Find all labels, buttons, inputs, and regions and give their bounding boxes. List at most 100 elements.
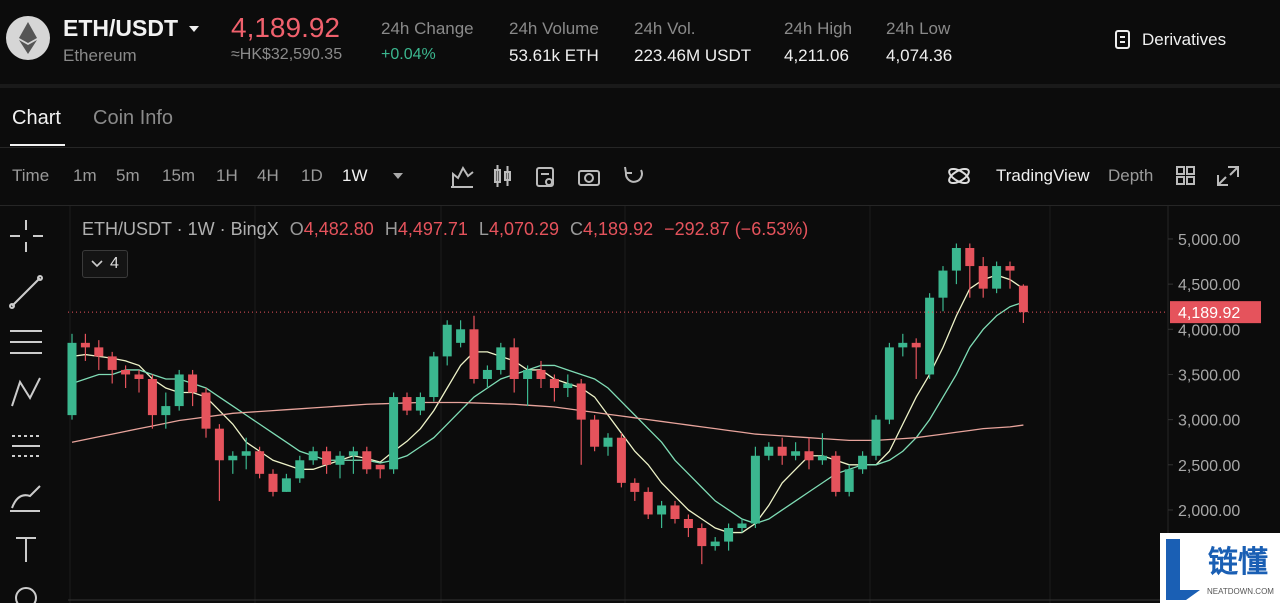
y-tick-label: 2,500.00 xyxy=(1178,458,1240,475)
interval[interactable]: 5m xyxy=(116,166,140,185)
candle-body xyxy=(965,248,975,267)
chart-legend: ETH/USDT · 1W · BingX O4,482.80 H4,497.7… xyxy=(82,219,808,240)
candle-body xyxy=(911,342,921,348)
legend-l: L xyxy=(478,219,489,239)
tab[interactable]: Coin Info xyxy=(93,107,174,129)
indicator-count: 4 xyxy=(110,255,119,272)
candle-body xyxy=(804,451,814,461)
candle-body xyxy=(201,392,211,429)
derivatives[interactable]: Derivatives xyxy=(1142,30,1227,49)
indicator-toggle[interactable]: 4 xyxy=(82,250,128,278)
watermark-logo xyxy=(1166,539,1200,600)
candle-body xyxy=(188,374,198,393)
watermark-site: NEATDOWN.COM xyxy=(1207,587,1274,596)
candle-body xyxy=(630,482,640,492)
interval[interactable]: 1m xyxy=(73,166,97,185)
tradingview[interactable]: TradingView xyxy=(996,166,1090,185)
legend-c: C xyxy=(570,219,584,239)
watermark-brand: 链懂 xyxy=(1208,545,1268,579)
stat-value: 53.61k ETH xyxy=(509,46,599,65)
candle-body xyxy=(348,451,358,456)
y-tick-label: 3,500.00 xyxy=(1178,367,1240,384)
candle-body xyxy=(241,451,251,456)
stat-value: 4,211.06 xyxy=(784,46,849,65)
candle-body xyxy=(134,374,144,379)
candle-body xyxy=(657,505,667,515)
candle-body xyxy=(791,451,801,456)
candle-body xyxy=(898,342,908,348)
interval-active[interactable]: 1W xyxy=(342,166,368,185)
candle-body xyxy=(777,446,787,456)
price-hk: ≈HK$32,590.35 xyxy=(231,46,343,63)
candle-body xyxy=(590,419,600,447)
divider xyxy=(0,147,1280,148)
candle-body xyxy=(724,528,734,542)
candle-body xyxy=(147,378,157,416)
candle-body xyxy=(871,419,881,456)
candle-body xyxy=(523,369,533,379)
candle-body xyxy=(844,469,854,492)
legend-high: 4,497.71 xyxy=(397,219,468,239)
interval[interactable]: 1D xyxy=(301,166,323,185)
legend-o: O xyxy=(289,219,304,239)
candle-body xyxy=(80,342,90,348)
stat-label: 24h Low xyxy=(886,19,951,38)
candle-body xyxy=(978,266,988,289)
candle-body xyxy=(697,528,707,547)
stat-label: 24h High xyxy=(784,19,853,38)
candle-body xyxy=(268,473,278,492)
candle-body xyxy=(536,369,546,379)
candle-body xyxy=(764,446,774,456)
legend-symbol: ETH/USDT · 1W · BingX xyxy=(82,219,279,239)
candle-body xyxy=(174,374,184,407)
legend-low: 4,070.29 xyxy=(488,219,560,239)
candle-body xyxy=(375,464,385,470)
derivatives-icon[interactable] xyxy=(1114,29,1134,51)
divider xyxy=(0,84,1280,88)
legend-h: H xyxy=(384,219,398,239)
toolbar-icons[interactable] xyxy=(445,160,655,192)
candle-body xyxy=(161,406,171,416)
candle-body xyxy=(951,248,961,271)
candle-body xyxy=(214,428,224,461)
candle-body xyxy=(121,369,131,375)
interval-dropdown[interactable] xyxy=(392,171,404,181)
candle-body xyxy=(107,356,117,370)
chart: 2,000.00 2,500.00 3,000.00 3,500.00 4,000.00… xyxy=(67,206,1280,603)
moving-average xyxy=(71,301,1024,525)
candle-body xyxy=(94,347,104,357)
candle-body xyxy=(308,451,318,461)
candle-body xyxy=(643,491,653,515)
tab-active[interactable]: Chart xyxy=(12,107,61,129)
candle-body xyxy=(884,347,894,420)
stat-value: 4,074.36 xyxy=(886,46,953,65)
tradingview-icon[interactable] xyxy=(944,162,974,190)
candle-body xyxy=(389,397,399,470)
candle-body xyxy=(509,347,519,379)
candle-body xyxy=(335,455,345,465)
tab-underline xyxy=(10,144,65,146)
legend-open: 4,482.80 xyxy=(303,219,374,239)
interval[interactable]: 1H xyxy=(216,166,238,185)
price: 4,189.92 xyxy=(231,12,340,43)
stat-label: 24h Change xyxy=(381,19,474,38)
last-price-label: 4,189.92 xyxy=(1178,305,1240,322)
candle-body xyxy=(549,378,559,389)
layout-icons[interactable] xyxy=(1172,162,1244,190)
candle-body xyxy=(750,455,760,524)
candle-body xyxy=(817,455,827,461)
pair-dropdown[interactable] xyxy=(188,24,200,34)
candle-body xyxy=(603,437,613,447)
pair[interactable]: ETH/USDT xyxy=(63,15,178,41)
candle-body xyxy=(683,518,693,529)
candle-body xyxy=(402,397,412,411)
legend-change: −292.87 (−6.53%) xyxy=(664,219,809,239)
drawing-tools[interactable] xyxy=(0,206,60,603)
interval[interactable]: 15m xyxy=(162,166,196,185)
depth[interactable]: Depth xyxy=(1108,166,1154,185)
header: ETH/USDT Ethereum 4,189.92 ≈HK$32,590.35… xyxy=(0,0,1280,82)
coin-icon xyxy=(6,16,50,60)
interval[interactable]: 4H xyxy=(257,166,279,185)
candle-body xyxy=(992,266,1002,289)
